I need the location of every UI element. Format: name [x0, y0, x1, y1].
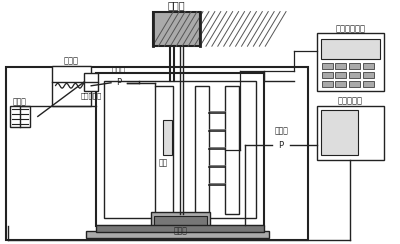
Text: P: P: [116, 78, 122, 87]
Text: 探头: 探头: [159, 158, 168, 167]
Bar: [225, 86, 238, 214]
Bar: [317, 33, 384, 91]
Circle shape: [272, 136, 290, 154]
Text: 搅拌器: 搅拌器: [168, 1, 185, 11]
Bar: [6, 67, 308, 240]
Bar: [349, 63, 360, 69]
Text: 水浴保温箱: 水浴保温箱: [338, 96, 363, 105]
Bar: [10, 106, 30, 127]
Bar: [349, 72, 360, 78]
Polygon shape: [86, 75, 96, 89]
Bar: [154, 216, 207, 226]
Bar: [156, 86, 173, 214]
Bar: [104, 81, 256, 218]
Text: 集水箱: 集水箱: [64, 57, 79, 66]
Bar: [363, 72, 374, 78]
Text: 转子流量计: 转子流量计: [80, 92, 102, 99]
Bar: [195, 86, 209, 214]
Bar: [321, 39, 380, 59]
Bar: [322, 81, 332, 87]
Text: 蠕动泵: 蠕动泵: [112, 65, 126, 74]
Bar: [86, 231, 269, 238]
Bar: [321, 111, 358, 155]
Bar: [96, 225, 264, 232]
Bar: [322, 72, 332, 78]
Bar: [317, 106, 384, 160]
Bar: [336, 63, 346, 69]
Bar: [336, 81, 346, 87]
Text: 曝气泵: 曝气泵: [13, 97, 27, 106]
Bar: [349, 81, 360, 87]
Bar: [150, 212, 210, 226]
Polygon shape: [30, 111, 38, 122]
Bar: [336, 72, 346, 78]
Text: 多参数分析仪: 多参数分析仪: [335, 24, 365, 33]
Bar: [322, 63, 332, 69]
Text: P: P: [278, 141, 284, 150]
Text: 曝气头: 曝气头: [173, 227, 187, 236]
Circle shape: [361, 114, 379, 132]
Bar: [363, 63, 374, 69]
Bar: [84, 73, 98, 91]
Bar: [52, 66, 91, 106]
Bar: [96, 73, 264, 226]
Circle shape: [361, 136, 379, 154]
Text: 蠕动泵: 蠕动泵: [274, 127, 288, 136]
Bar: [164, 120, 172, 155]
Bar: [363, 81, 374, 87]
Circle shape: [111, 75, 127, 91]
Bar: [152, 12, 200, 46]
